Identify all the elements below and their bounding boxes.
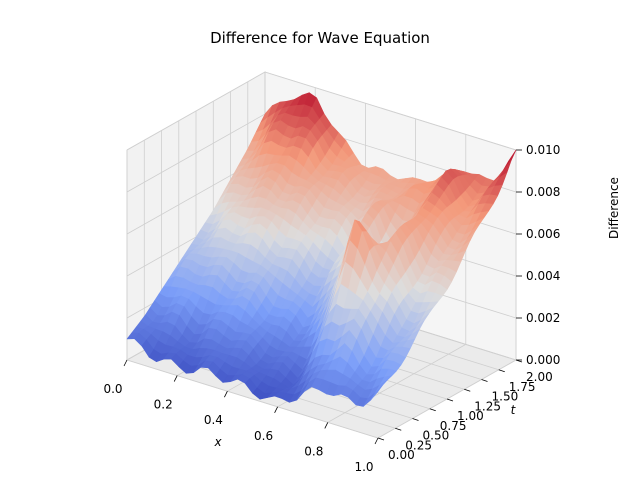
t-tick-mark bbox=[446, 398, 454, 402]
z-tick-label: 0.000 bbox=[526, 353, 560, 367]
t-axis-label: t bbox=[511, 403, 517, 417]
t-tick-mark bbox=[377, 437, 385, 441]
x-tick-label: 0.0 bbox=[103, 382, 122, 396]
t-tick-mark bbox=[395, 427, 402, 431]
z-axis-label: Difference bbox=[607, 177, 621, 239]
z-tick-label: 0.008 bbox=[526, 185, 560, 199]
surface-mesh bbox=[126, 92, 517, 407]
t-tick-mark bbox=[498, 369, 505, 373]
z-tick-label: 0.004 bbox=[526, 269, 560, 283]
axis-ticks: 0.00.20.40.60.81.00.000.250.500.751.001.… bbox=[103, 143, 560, 474]
x-tick-mark bbox=[173, 375, 178, 382]
t-tick-label: 0.50 bbox=[423, 429, 450, 443]
chart-title: Difference for Wave Equation bbox=[210, 29, 430, 47]
t-tick-label: 1.00 bbox=[457, 409, 484, 423]
x-tick-mark bbox=[374, 437, 379, 445]
x-tick-mark bbox=[224, 391, 228, 398]
x-tick-label: 0.4 bbox=[204, 413, 223, 427]
x-tick-label: 0.2 bbox=[154, 398, 173, 412]
t-tick-label: 1.50 bbox=[492, 390, 519, 404]
surface-facet bbox=[370, 384, 383, 401]
x-tick-label: 1.0 bbox=[354, 460, 373, 474]
t-tick-mark bbox=[429, 408, 436, 412]
t-tick-label: 2.00 bbox=[526, 370, 553, 384]
z-tick-label: 0.002 bbox=[526, 311, 560, 325]
t-tick-label: 1.25 bbox=[474, 399, 501, 413]
t-tick-label: 1.75 bbox=[509, 380, 536, 394]
t-tick-label: 0.00 bbox=[388, 448, 415, 462]
t-tick-mark bbox=[481, 379, 488, 382]
x-axis-label: x bbox=[213, 435, 222, 449]
z-tick-label: 0.010 bbox=[526, 143, 560, 157]
x-tick-mark bbox=[324, 422, 329, 429]
t-tick-mark bbox=[464, 388, 471, 392]
z-tick-label: 0.006 bbox=[526, 227, 560, 241]
x-tick-mark bbox=[274, 406, 278, 413]
t-tick-label: 0.25 bbox=[405, 438, 432, 452]
t-tick-mark bbox=[412, 418, 419, 421]
x-tick-label: 0.8 bbox=[304, 444, 323, 458]
x-tick-mark bbox=[123, 359, 128, 367]
x-tick-label: 0.6 bbox=[254, 429, 273, 443]
grid-line-z bbox=[126, 71, 517, 151]
t-tick-label: 0.75 bbox=[440, 419, 467, 433]
